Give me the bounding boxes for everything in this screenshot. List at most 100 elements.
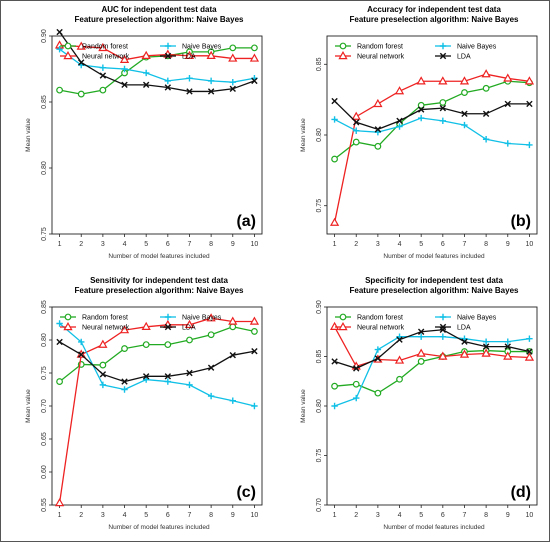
legend-entry: Neural network: [357, 54, 405, 61]
data-point-s2: [76, 41, 86, 50]
data-point-s4: [504, 343, 511, 350]
legend-entry: Naive Bayes: [457, 315, 497, 322]
legend-marker: [64, 42, 72, 50]
y-tick-label: 0.80: [41, 161, 48, 175]
data-point-s1: [396, 375, 403, 383]
x-tick-label: 6: [441, 512, 445, 519]
y-tick-label: 0.85: [316, 350, 323, 364]
data-point-s1: [251, 44, 258, 52]
x-tick-label: 7: [188, 512, 192, 519]
data-point-s2: [438, 351, 448, 360]
x-tick-label: 4: [398, 512, 402, 519]
legend-marker: [164, 42, 172, 50]
data-point-s1: [207, 331, 215, 339]
data-point-s1: [251, 328, 258, 335]
data-point-s2: [249, 316, 260, 325]
x-tick-label: 9: [231, 512, 235, 519]
series-line-3: [59, 323, 255, 407]
data-point-s2: [184, 50, 195, 60]
data-point-s3: [439, 117, 447, 125]
data-point-s4: [186, 369, 193, 377]
chart-subtitle: Feature preselection algorithm: Naive Ba…: [75, 15, 245, 24]
data-point-s4: [526, 100, 533, 108]
legend-entry: Random forest: [357, 44, 403, 51]
series-line-2: [333, 73, 530, 223]
y-tick-label: 0.75: [316, 199, 323, 213]
data-point-s3: [99, 381, 107, 389]
data-point-s4: [164, 373, 172, 380]
data-point-s2: [481, 69, 491, 78]
data-point-s4: [417, 106, 425, 113]
data-point-s1: [374, 142, 382, 150]
data-point-s4: [164, 84, 172, 91]
data-point-s4: [251, 348, 258, 355]
data-point-s4: [186, 88, 193, 95]
data-point-s4: [439, 104, 447, 112]
legend-entry: Random forest: [82, 315, 128, 322]
data-point-s2: [503, 73, 513, 82]
plot-area: [326, 306, 538, 506]
chart-panel-3: Sensitivity for independent test dataFea…: [25, 276, 263, 531]
data-point-s3: [99, 64, 107, 71]
data-point-s1: [331, 155, 338, 163]
chart-title: Specificity for independent test data: [365, 276, 503, 285]
data-point-s4: [229, 85, 236, 92]
data-point-s2: [524, 76, 535, 85]
data-point-s2: [351, 111, 361, 120]
data-point-s4: [121, 81, 128, 89]
x-tick-label: 8: [484, 241, 488, 248]
data-point-s3: [78, 338, 85, 346]
x-tick-label: 6: [441, 241, 445, 248]
data-point-s4: [251, 77, 258, 85]
y-tick-label: 0.75: [316, 449, 323, 463]
series-line-1: [334, 80, 530, 160]
legend-entry: Random forest: [82, 44, 128, 51]
legend-marker: [164, 313, 172, 321]
data-point-s1: [439, 99, 447, 106]
panel-label: (a): [236, 213, 256, 230]
data-point-s3: [56, 320, 63, 327]
legend-marker: [338, 321, 348, 331]
chart-subtitle: Feature preselection algorithm: Naive Ba…: [350, 286, 520, 295]
data-point-s4: [353, 365, 360, 372]
data-point-s4: [461, 338, 468, 345]
data-point-s3: [56, 46, 63, 53]
data-point-s3: [526, 335, 533, 342]
legend-entry: Neural network: [357, 325, 405, 332]
data-point-s3: [121, 386, 128, 393]
y-tick-label: 0.70: [41, 399, 48, 413]
data-point-s2: [98, 42, 108, 52]
legend-marker: [439, 323, 447, 331]
legend-entry: Neural network: [82, 54, 130, 61]
data-point-s3: [396, 123, 403, 130]
data-point-s3: [353, 127, 360, 134]
data-point-s2: [206, 50, 216, 60]
legend-marker: [63, 50, 73, 60]
x-tick-label: 5: [419, 512, 423, 519]
data-point-s1: [99, 361, 107, 369]
data-point-s4: [142, 81, 150, 89]
legend-marker: [439, 42, 447, 50]
y-tick-label: 0.65: [41, 432, 48, 446]
data-point-s1: [461, 89, 468, 96]
series-line-3: [59, 48, 255, 83]
x-tick-label: 7: [463, 241, 467, 248]
data-point-s4: [229, 351, 236, 359]
x-axis-label: Number of model features included: [108, 253, 210, 260]
series-line-2: [59, 44, 255, 61]
x-tick-label: 10: [251, 241, 259, 248]
data-point-s4: [56, 338, 63, 346]
y-tick-label: 0.85: [41, 95, 48, 109]
x-tick-label: 10: [251, 512, 259, 519]
chart-title: AUC for independent test data: [101, 5, 217, 14]
x-tick-label: 7: [188, 241, 192, 248]
x-tick-label: 5: [144, 241, 148, 248]
y-axis-label: Mean value: [300, 389, 307, 423]
y-tick-label: 0.55: [41, 498, 48, 512]
data-point-s3: [417, 333, 425, 340]
data-point-s2: [438, 76, 448, 85]
x-tick-label: 1: [58, 241, 62, 248]
legend-entry: LDA: [182, 325, 196, 332]
data-point-s4: [374, 355, 382, 362]
